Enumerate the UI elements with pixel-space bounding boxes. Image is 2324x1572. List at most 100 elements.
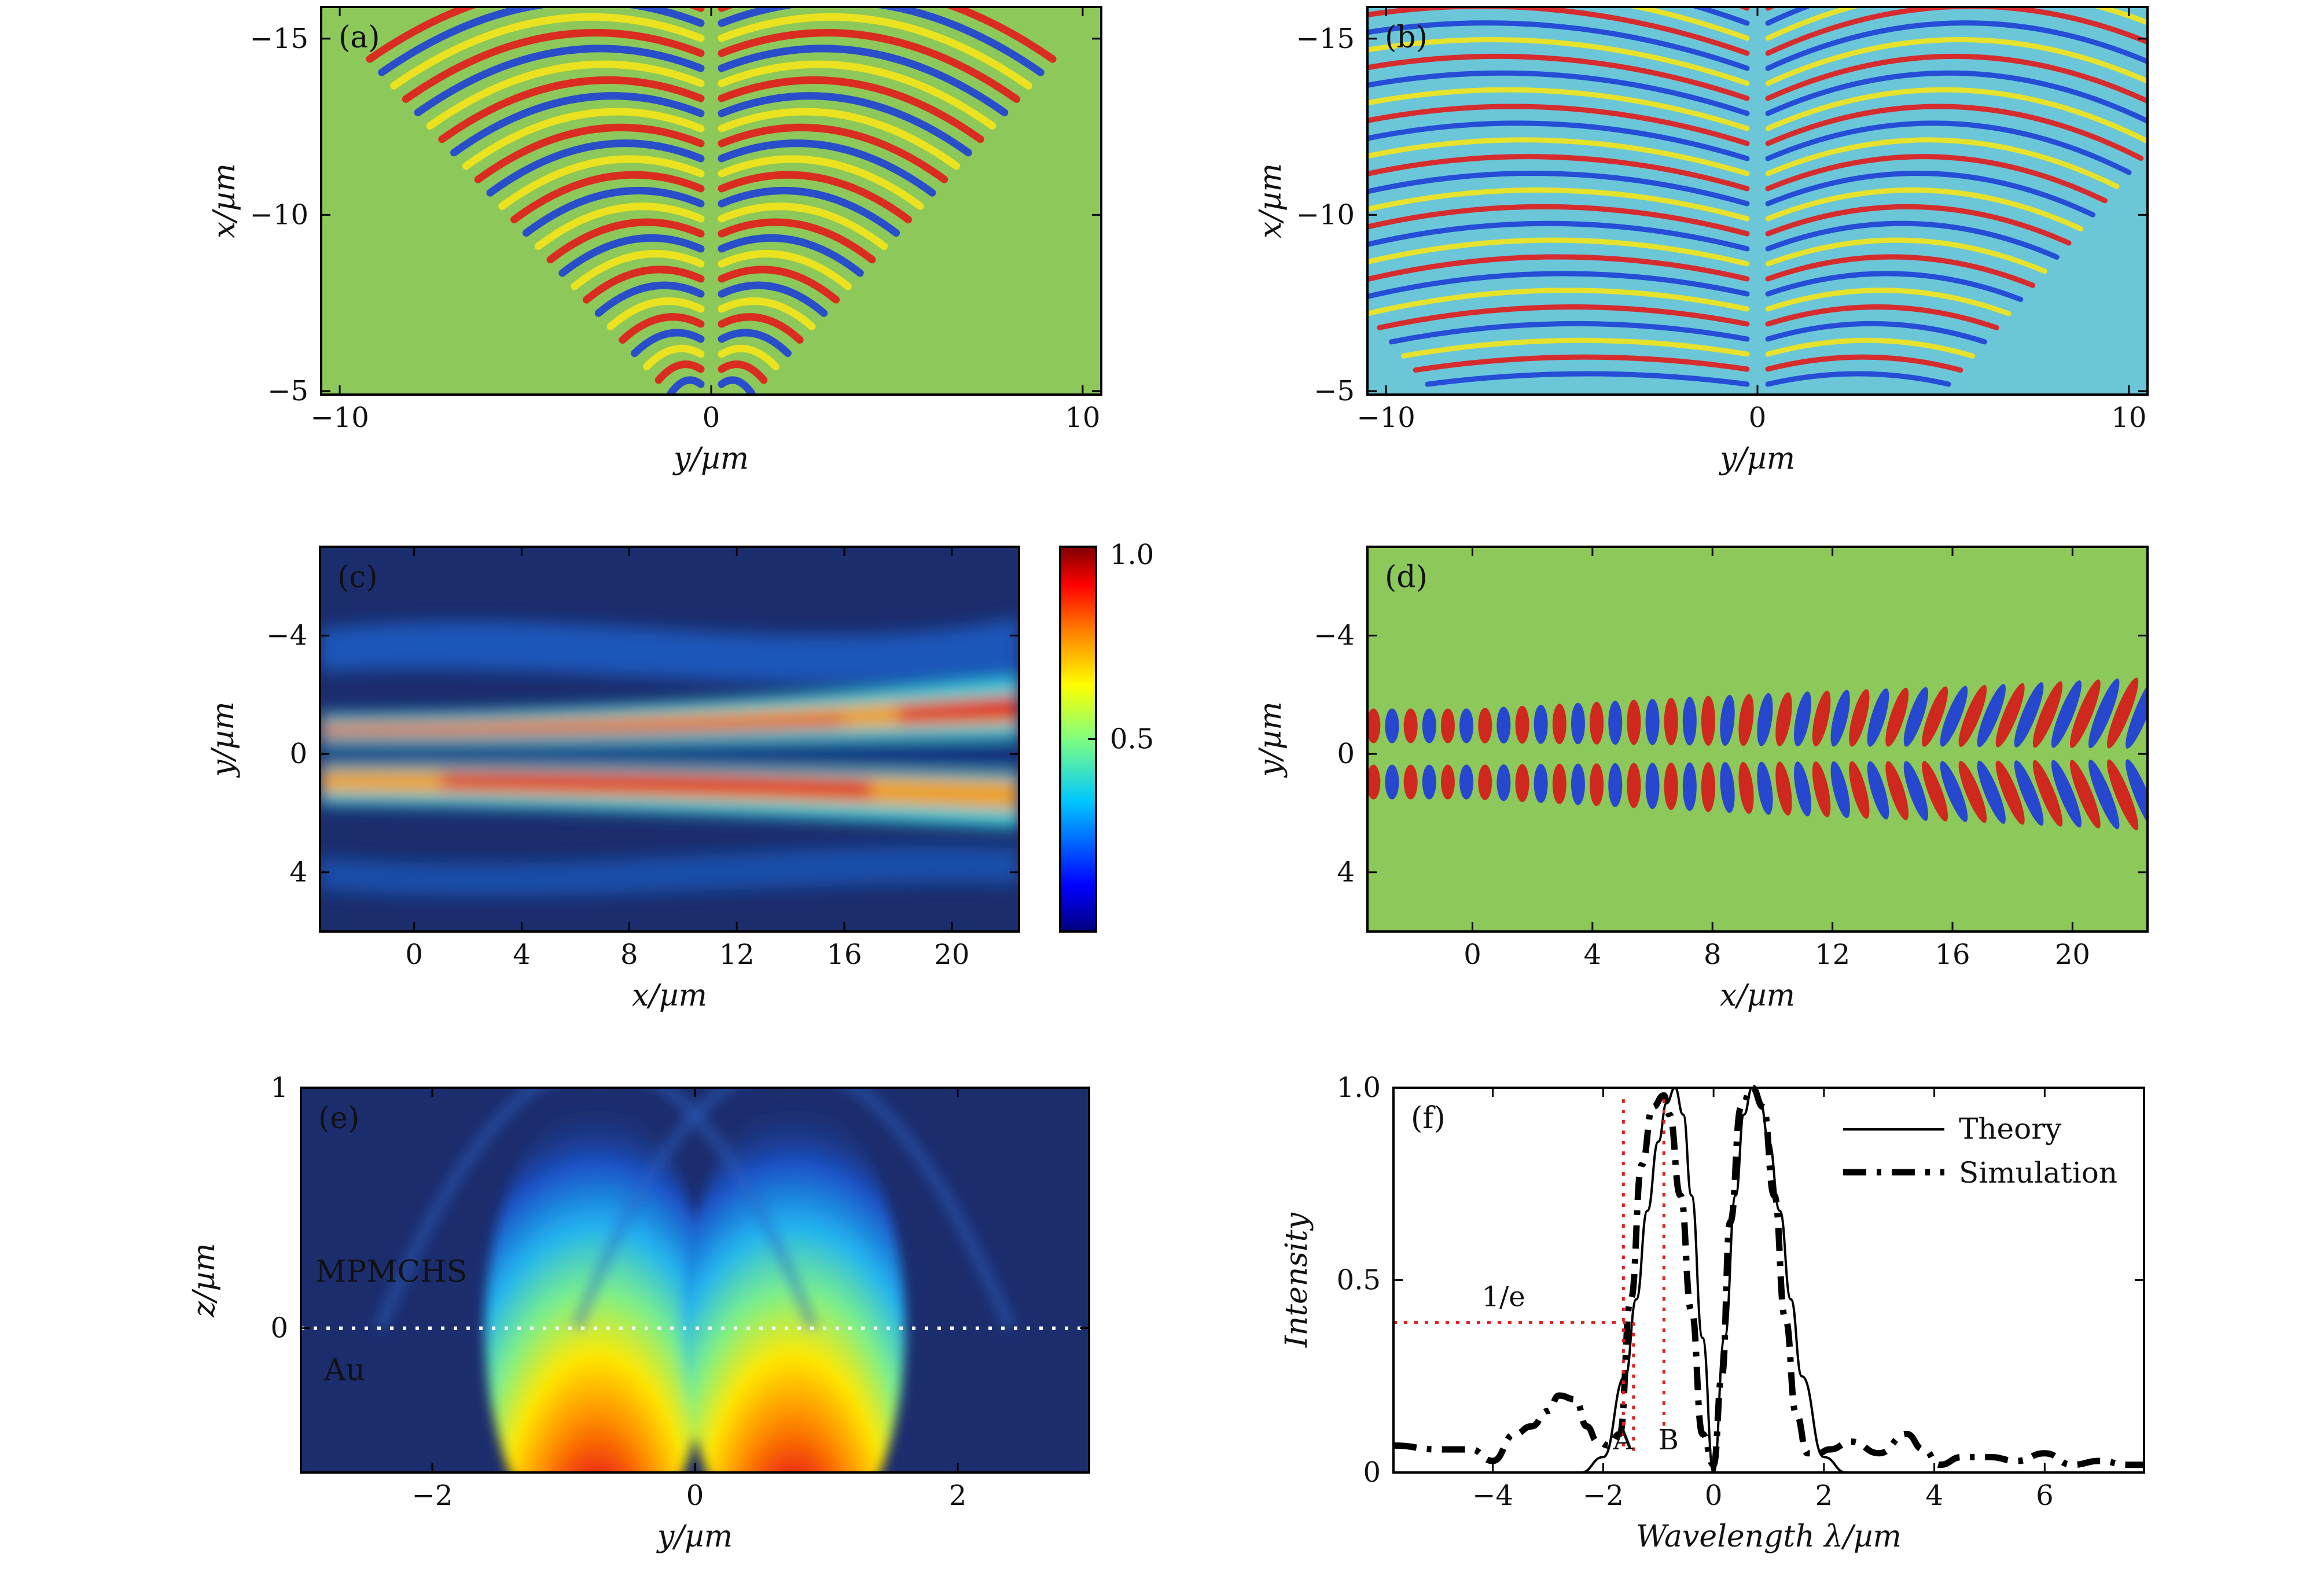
y-axis-label: y/µm — [1253, 702, 1288, 778]
wave-lobe — [1775, 761, 1792, 816]
wave-lobe — [1867, 688, 1889, 747]
band-lower-outer — [320, 846, 1019, 896]
x-tick-label: 0 — [1705, 1479, 1723, 1512]
y-tick-label: −4 — [266, 619, 307, 651]
wave-fringe — [718, 155, 924, 210]
wave-fringe — [1377, 304, 1750, 330]
wave-fringe — [631, 329, 705, 358]
wave-fringe — [1367, 87, 1750, 131]
wave-lobe — [1385, 708, 1399, 743]
wave-lobe — [2088, 759, 2120, 830]
wave-fringe — [718, 7, 1057, 63]
x-axis-label: y/µm — [1719, 441, 1795, 476]
x-tick-label: 10 — [2111, 402, 2146, 434]
plot-background — [321, 7, 1101, 395]
wave-fringe — [1367, 37, 1750, 86]
y-tick-label: 0 — [289, 738, 307, 770]
wave-fringe — [1367, 7, 1750, 56]
colorbar-tick-label: 1.0 — [1110, 539, 1154, 571]
wave-lobe — [1645, 698, 1660, 745]
plot-frame — [1366, 546, 2149, 933]
wave-lobe — [1367, 764, 1381, 800]
wave-lobe — [2069, 760, 2101, 829]
y-tick-label: 0.5 — [1337, 1264, 1381, 1297]
y-axis-label: x/µm — [207, 163, 242, 238]
wave-fringe — [718, 344, 780, 371]
wave-lobe — [1867, 761, 1889, 820]
wave-fringe — [1367, 204, 1750, 237]
band-lower-core — [441, 772, 872, 798]
wave-lobe — [1515, 705, 1529, 744]
wave-lobe — [1422, 764, 1436, 800]
wave-lobe — [1812, 690, 1831, 747]
wave-fringe — [438, 76, 705, 143]
panel-d-plot-area — [1367, 547, 2148, 932]
panel-label: (c) — [337, 560, 378, 595]
wave-lobe — [1977, 684, 2006, 748]
wave-lobe — [2126, 759, 2148, 831]
wave-lobe — [1552, 704, 1567, 745]
panel-e-plot-area: MPMCHS Au — [301, 1088, 1089, 1472]
wave-fringe — [718, 171, 912, 223]
wave-fringe — [1765, 304, 1999, 330]
panel-c: 0 4 8 12 16 20 −4 0 4 x/µm y/µm (c) 1.0 0.5 — [206, 539, 1154, 1013]
wave-fringe — [718, 60, 996, 130]
wave-fringe — [1765, 371, 1951, 387]
wave-lobe — [1885, 761, 1909, 820]
x-tick-label: 12 — [719, 938, 755, 971]
x-tick-label: 0 — [686, 1479, 704, 1512]
x-tick-label: 4 — [1925, 1479, 1943, 1512]
x-tick-label: −2 — [412, 1479, 453, 1512]
wave-lobe — [1664, 698, 1678, 746]
wave-fringe — [498, 155, 705, 210]
y-tick-label: 4 — [1337, 856, 1355, 889]
x-tick-label: 4 — [513, 938, 531, 971]
y-tick-label: 4 — [289, 856, 307, 889]
x-tick-label: −10 — [310, 402, 369, 434]
wave-lobe — [1682, 762, 1697, 811]
wave-fringe — [1765, 187, 2084, 232]
au-label: Au — [323, 1353, 365, 1388]
wave-lobe — [2126, 676, 2148, 749]
wave-fringe — [718, 108, 961, 170]
wave-lobe — [1367, 708, 1381, 743]
wave-fringe — [718, 376, 756, 395]
wave-fringe — [1765, 7, 2148, 41]
y-tick-label: −5 — [1314, 375, 1355, 407]
wave-lobe — [1608, 763, 1623, 807]
wave-lobe — [1849, 761, 1870, 819]
wave-fringe — [1425, 371, 1750, 387]
wave-fringe — [1765, 20, 2148, 71]
wave-fringe — [1367, 154, 1750, 192]
center-dark-line — [320, 746, 1019, 763]
panel-a-plot-area — [321, 7, 1101, 395]
wave-fringe — [1765, 53, 2148, 104]
panel-label: (d) — [1385, 560, 1428, 595]
wave-lobe — [1757, 761, 1773, 815]
wave-fringe — [1400, 337, 1750, 359]
wave-lobe — [1645, 763, 1660, 809]
y-axis-label: x/µm — [1253, 163, 1288, 238]
wave-lobe — [1571, 763, 1585, 805]
series-theory-line — [1393, 1086, 2144, 1474]
wave-lobe — [1849, 689, 1870, 747]
wave-lobe — [1459, 708, 1474, 743]
x-tick-label: 20 — [934, 938, 969, 971]
wave-lobe — [1571, 702, 1585, 745]
wave-fringe — [1367, 120, 1750, 161]
wave-fringe — [522, 186, 705, 237]
wave-lobe — [1830, 761, 1850, 818]
wave-lobe — [1903, 687, 1929, 747]
wave-lobe — [2051, 760, 2082, 828]
wave-fringe — [1765, 104, 2144, 161]
wave-lobe — [1995, 683, 2025, 748]
wave-lobe — [1812, 761, 1831, 818]
wave-fringe — [718, 360, 768, 384]
wave-fringe — [718, 234, 864, 277]
y-axis-label: Intensity — [1279, 1212, 1314, 1348]
wave-lobe — [1478, 708, 1492, 743]
panel-f: 1/e A B Theory Simulation −4 −2 0 2 4 6 0 0.5 1.0 Wave… — [1279, 1072, 2145, 1554]
colorbar-tick-label: 0.5 — [1110, 723, 1154, 756]
panel-label: (e) — [318, 1101, 359, 1136]
x-tick-label: 0 — [1463, 938, 1481, 971]
